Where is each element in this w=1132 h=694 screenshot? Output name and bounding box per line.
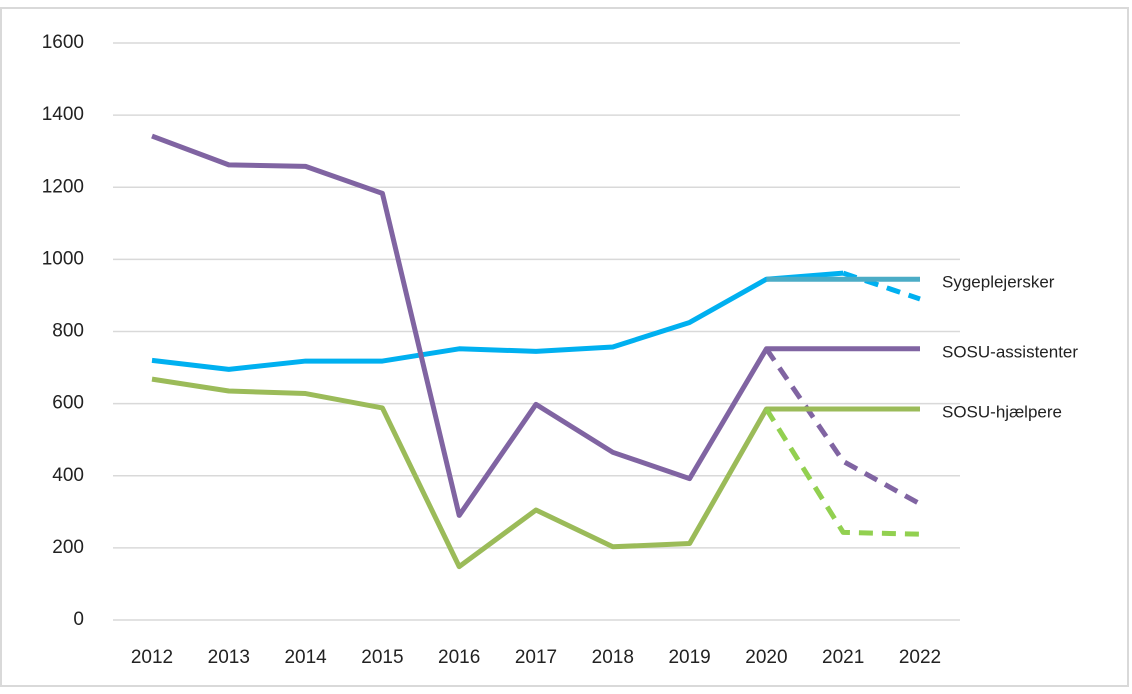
x-tick-label: 2016 [438,647,480,668]
y-tick-label: 1400 [42,104,84,125]
y-tick-label: 800 [52,321,84,342]
y-tick-label: 1600 [42,32,84,53]
series-line [151,270,844,372]
series-label: SOSU-hjælpere [942,403,1062,422]
x-tick-label: 2021 [822,647,864,668]
x-tick-label: 2015 [361,647,403,668]
y-tick-label: 1200 [42,176,84,197]
x-tick-label: 2020 [745,647,787,668]
y-tick-label: 0 [73,609,84,630]
y-tick-label: 400 [52,465,84,486]
x-tick-label: 2022 [899,647,941,668]
series-line [764,347,922,507]
x-tick-label: 2013 [208,647,250,668]
y-tick-label: 200 [52,537,84,558]
series-line [764,407,921,537]
x-tick-label: 2012 [131,647,173,668]
y-tick-label: 1000 [42,248,84,269]
x-tick-label: 2018 [592,647,634,668]
x-tick-label: 2017 [515,647,557,668]
chart-frame [0,7,1129,687]
x-tick-label: 2019 [668,647,710,668]
x-tick-label: 2014 [284,647,327,668]
series-label: Sygeplejersker [942,273,1055,292]
series-line [151,133,920,518]
y-tick-label: 600 [52,393,84,414]
series-line [151,376,920,570]
series-label: SOSU-assistenter [942,342,1078,361]
